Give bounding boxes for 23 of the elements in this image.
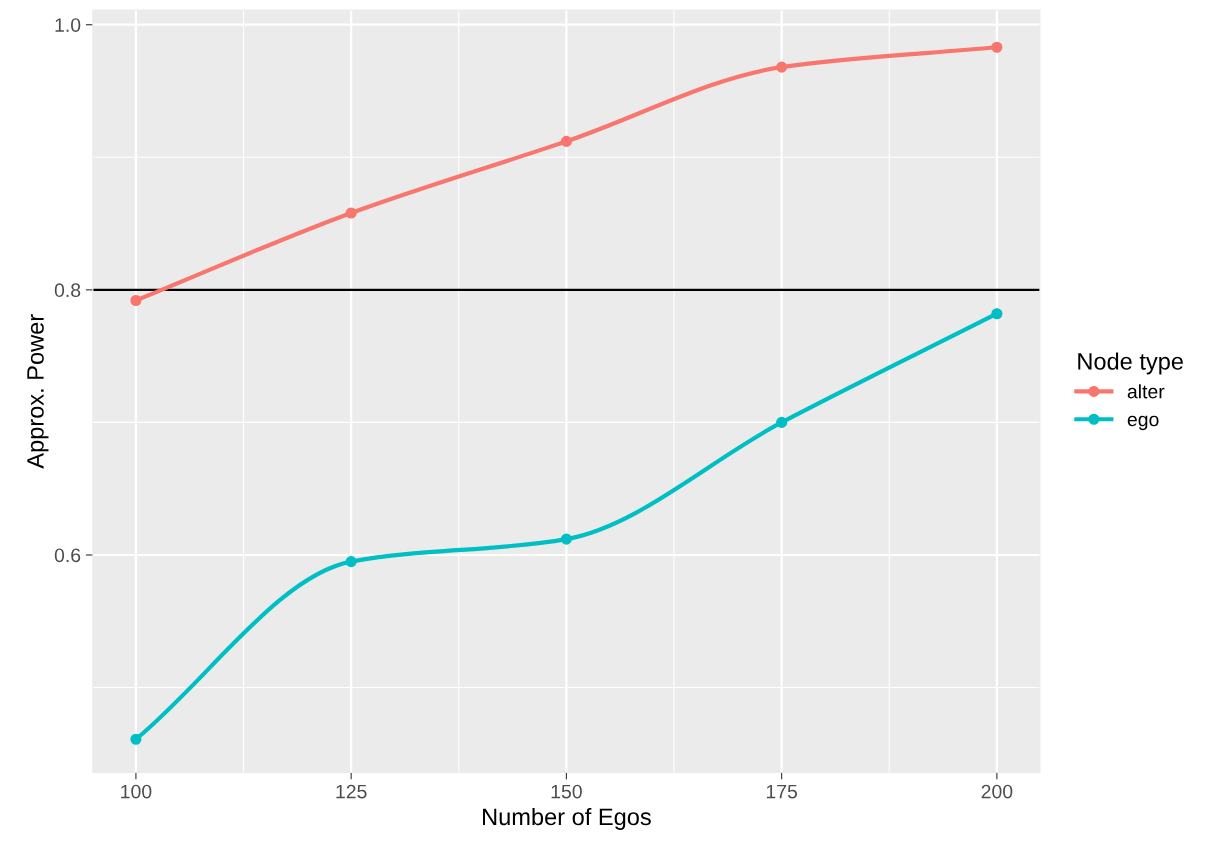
y-tick-label: 0.6 [54, 548, 81, 563]
point [345, 556, 357, 568]
x-tick-label: 150 [551, 784, 582, 799]
legend-label: ego [1127, 415, 1159, 431]
y-tick-label: 1.0 [55, 18, 81, 32]
point [345, 207, 357, 219]
x-tick-label: 100 [121, 784, 152, 799]
point [991, 41, 1003, 53]
x-tick-label: 175 [766, 784, 798, 799]
x-tick-label: 200 [981, 784, 1013, 799]
legend-label: alter [1127, 384, 1165, 399]
y-axis-title: Approx. Power [27, 314, 49, 469]
point [130, 294, 142, 307]
y-tick-label: 0.8 [54, 283, 81, 298]
point [776, 416, 788, 428]
point [991, 308, 1003, 320]
legend-title: Node type [1078, 352, 1183, 375]
point [560, 135, 572, 147]
point [776, 61, 788, 73]
x-axis-title: Number of Egos [483, 807, 651, 830]
point [560, 533, 572, 545]
x-tick-label: 125 [336, 784, 367, 799]
point [130, 733, 142, 745]
